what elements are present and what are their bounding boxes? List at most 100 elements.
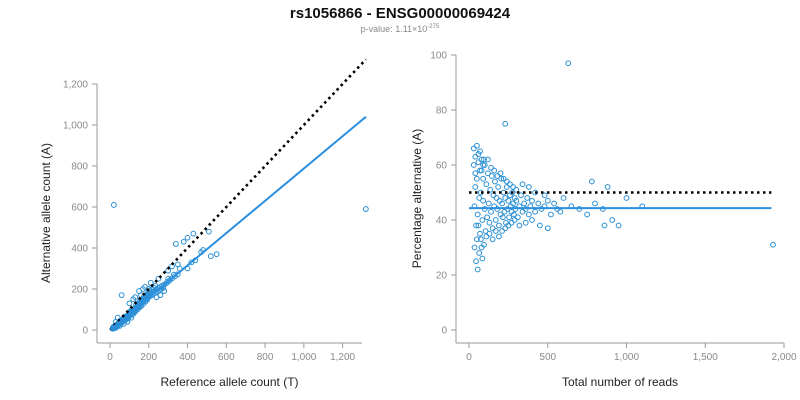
data-point (180, 238, 187, 245)
data-point (489, 225, 496, 232)
data-point (478, 244, 485, 251)
data-point (472, 153, 479, 160)
data-point (592, 200, 598, 207)
data-point (511, 217, 518, 223)
data-point (516, 222, 523, 229)
data-point (492, 178, 498, 185)
data-point (535, 200, 542, 207)
data-point (478, 156, 485, 163)
y-tick-label: 80 (436, 106, 448, 117)
data-point (525, 211, 532, 218)
data-point (473, 142, 480, 149)
data-point (485, 200, 492, 207)
y-axis-label: Percentage alternative (A) (410, 129, 424, 268)
data-point (488, 208, 494, 215)
x-tick-label: 200 (140, 352, 157, 363)
data-point (506, 214, 513, 221)
data-point (477, 148, 483, 155)
scatter-panel-percentage: 0 500 1,000 1,500 2,000 0 20 40 60 80 100 Total num… (410, 51, 797, 390)
data-point (524, 195, 531, 201)
data-point (514, 214, 521, 221)
data-point (525, 184, 532, 190)
data-point (474, 211, 481, 218)
data-point (529, 197, 535, 204)
data-point (207, 253, 214, 260)
data-point (473, 258, 479, 265)
data-point (492, 217, 499, 223)
y-tick-label: 1,000 (63, 121, 88, 132)
data-point (510, 184, 516, 190)
data-point (509, 189, 516, 196)
data-point (499, 200, 505, 207)
data-point (481, 156, 487, 163)
data-point (362, 206, 369, 212)
y-tick-label: 100 (430, 51, 447, 62)
data-point (475, 222, 482, 229)
y-tick-label: 0 (441, 326, 447, 337)
data-point (502, 195, 509, 201)
x-tick-label: 2,000 (771, 352, 796, 363)
x-tick-label: 600 (218, 352, 235, 363)
data-point (474, 266, 481, 273)
data-point (502, 225, 509, 232)
data-point (161, 288, 168, 294)
y-tick-label: 20 (436, 271, 448, 282)
data-point (477, 236, 484, 243)
x-tick-label: 1,000 (291, 352, 316, 363)
data-point (518, 192, 524, 199)
data-point (116, 323, 123, 329)
data-point (487, 186, 494, 193)
y-tick-label: 0 (82, 326, 88, 337)
data-point (495, 184, 502, 190)
x-axis-label: Reference allele count (T) (160, 375, 298, 389)
data-point (470, 145, 477, 152)
data-point (496, 222, 502, 229)
data-point (548, 211, 554, 218)
data-point (499, 228, 505, 234)
data-point (503, 184, 510, 190)
data-point (544, 225, 551, 232)
y-tick-label: 60 (436, 161, 448, 172)
data-point (484, 214, 491, 221)
data-point (498, 175, 505, 182)
data-point (615, 222, 622, 229)
data-point (529, 217, 535, 223)
data-point (480, 197, 487, 204)
data-point (213, 251, 220, 258)
data-point (521, 200, 528, 207)
data-point (173, 241, 179, 247)
data-point (486, 219, 493, 226)
chart-title: rs1056866 - ENSG00000069424 (289, 5, 511, 22)
data-point (510, 211, 517, 218)
data-point (481, 162, 488, 168)
data-point (485, 170, 491, 177)
p-value-exponent: -275 (427, 24, 440, 30)
data-point (519, 181, 526, 188)
data-point (601, 222, 608, 229)
data-point (483, 233, 490, 240)
data-point (609, 217, 616, 223)
data-point (473, 236, 480, 243)
data-point (494, 173, 501, 179)
data-point (473, 222, 479, 229)
data-point (110, 324, 117, 331)
data-point (496, 233, 502, 240)
data-point (508, 219, 515, 226)
data-point (513, 197, 520, 204)
x-tick-label: 500 (539, 352, 556, 363)
data-point (476, 250, 483, 256)
data-point (560, 195, 567, 201)
data-point (770, 241, 776, 248)
x-tick-label: 400 (179, 352, 196, 363)
y-tick-label: 400 (71, 244, 88, 255)
data-point (479, 255, 486, 262)
data-point (519, 208, 526, 215)
data-point (477, 167, 483, 174)
data-point (488, 164, 494, 171)
data-point (126, 300, 133, 307)
chart-subtitle: p-value: 1.11×10-275 (0, 24, 800, 34)
y-tick-label: 600 (71, 203, 88, 214)
data-point (493, 195, 500, 201)
data-point (492, 228, 499, 234)
